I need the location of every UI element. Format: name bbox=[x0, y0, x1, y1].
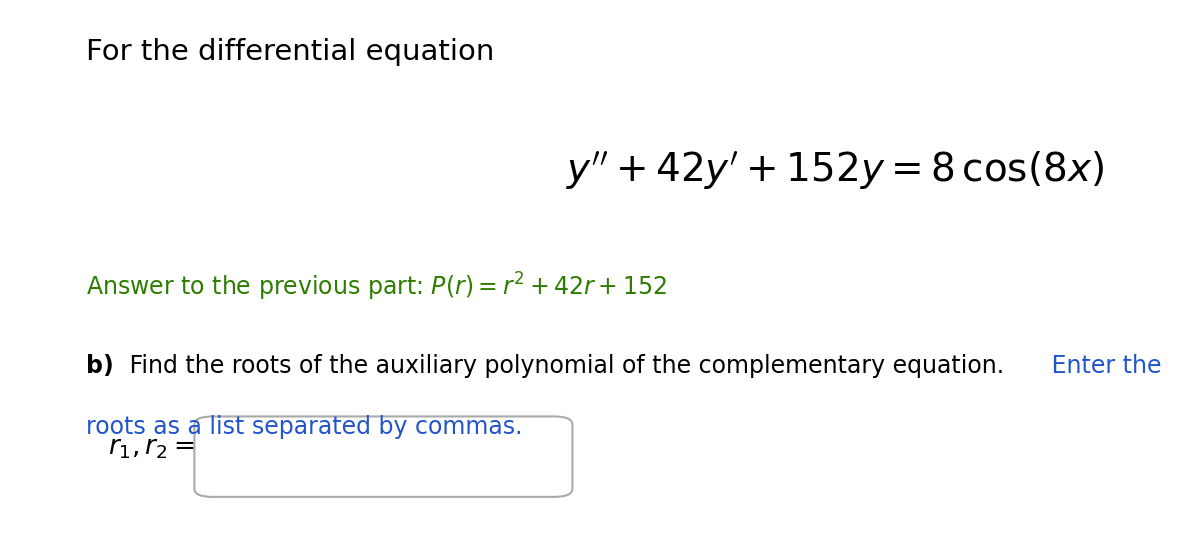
Text: $y^{\prime\prime} + 42y^{\prime} + 152y = 8\,\cos(8x)$: $y^{\prime\prime} + 42y^{\prime} + 152y … bbox=[566, 150, 1104, 192]
Text: For the differential equation: For the differential equation bbox=[86, 38, 494, 65]
Text: Enter the: Enter the bbox=[1044, 354, 1162, 378]
Text: b): b) bbox=[86, 354, 114, 378]
Text: Find the roots of the auxiliary polynomial of the complementary equation.: Find the roots of the auxiliary polynomi… bbox=[122, 354, 1004, 378]
FancyBboxPatch shape bbox=[194, 416, 572, 497]
Text: roots as a list separated by commas.: roots as a list separated by commas. bbox=[86, 415, 523, 440]
Text: Answer to the previous part: $P(r) = r^2 + 42r + 152$: Answer to the previous part: $P(r) = r^2… bbox=[86, 271, 667, 303]
Text: $r_1, r_2 =$: $r_1, r_2 =$ bbox=[108, 435, 194, 460]
